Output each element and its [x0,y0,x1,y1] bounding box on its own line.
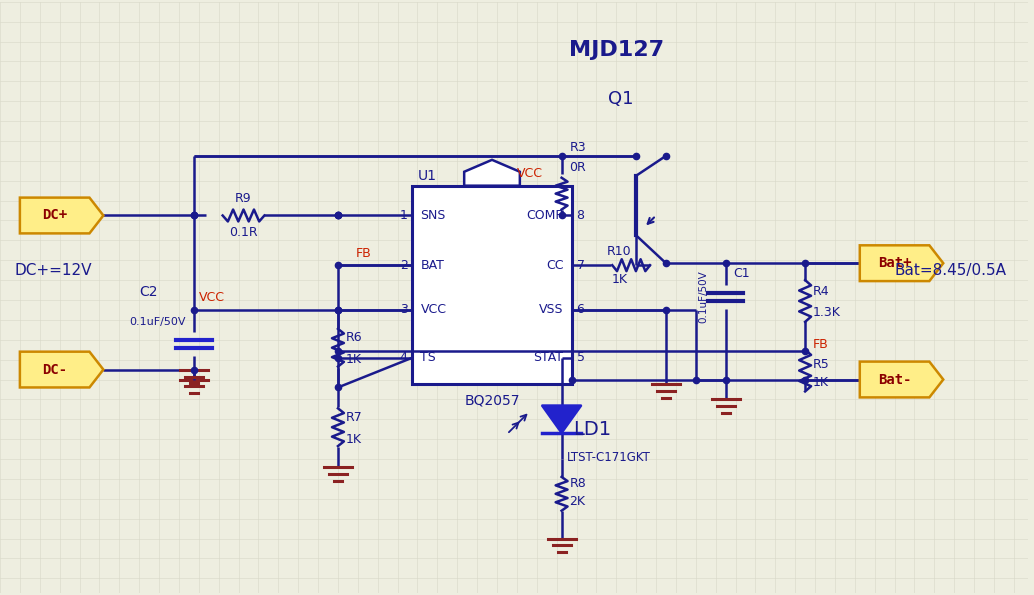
Text: BQ2057: BQ2057 [464,393,520,408]
Text: C1: C1 [733,267,751,280]
Text: 1: 1 [400,209,407,222]
Text: 6: 6 [577,303,584,317]
Text: DC-: DC- [42,362,67,377]
Text: LTST-C171GKT: LTST-C171GKT [567,450,650,464]
Text: R5: R5 [813,358,830,371]
Polygon shape [20,352,103,387]
Text: TS: TS [421,351,436,364]
Text: 7: 7 [577,259,584,272]
Text: CC: CC [546,259,564,272]
Text: 1.3K: 1.3K [813,306,841,320]
Polygon shape [860,245,943,281]
Text: C2: C2 [140,285,157,299]
Text: R7: R7 [346,411,363,424]
Text: VCC: VCC [421,303,447,317]
Text: 3: 3 [400,303,407,317]
Text: 4: 4 [400,351,407,364]
Polygon shape [860,362,943,397]
Text: 0.1uF/50V: 0.1uF/50V [129,317,186,327]
Text: VCC: VCC [517,167,543,180]
Text: 8: 8 [577,209,584,222]
Text: LD1: LD1 [574,419,612,439]
Text: 1K: 1K [611,273,628,286]
Text: SNS: SNS [421,209,446,222]
Text: R8: R8 [570,477,586,490]
Text: 0.1R: 0.1R [230,226,257,239]
Text: 1K: 1K [346,433,362,446]
Text: COMP: COMP [526,209,564,222]
Bar [413,186,572,384]
Polygon shape [20,198,103,233]
Text: FB: FB [813,338,829,351]
Polygon shape [464,160,520,186]
Text: R3: R3 [570,142,586,155]
Text: MJD127: MJD127 [569,39,664,60]
Text: VSS: VSS [539,303,564,317]
Text: 1K: 1K [346,353,362,366]
Text: 0.1uF/50V: 0.1uF/50V [699,271,708,323]
Text: Bat=8.45/0.5A: Bat=8.45/0.5A [894,262,1006,278]
Text: DC+=12V: DC+=12V [14,262,92,278]
Text: Bat+: Bat+ [878,256,911,270]
Text: Q1: Q1 [608,90,634,108]
Text: VCC: VCC [199,292,224,305]
Text: Bat-: Bat- [878,372,911,387]
Text: 2K: 2K [570,495,585,508]
Polygon shape [542,405,581,433]
Text: 2: 2 [400,259,407,272]
Text: 1K: 1K [813,376,829,389]
Text: 5: 5 [577,351,584,364]
Text: U1: U1 [418,169,436,183]
Text: BAT: BAT [421,259,445,272]
Text: 0R: 0R [570,161,586,174]
Text: R4: R4 [813,284,829,298]
Text: FB: FB [356,247,371,260]
Text: STAT: STAT [534,351,564,364]
Text: DC+: DC+ [42,208,67,223]
Text: R10: R10 [607,245,632,258]
Text: R9: R9 [235,192,252,205]
Text: R6: R6 [346,331,363,345]
